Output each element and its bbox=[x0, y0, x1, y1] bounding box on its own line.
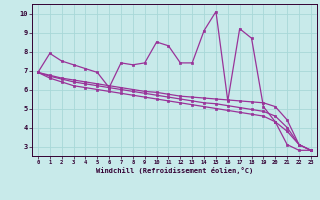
X-axis label: Windchill (Refroidissement éolien,°C): Windchill (Refroidissement éolien,°C) bbox=[96, 167, 253, 174]
